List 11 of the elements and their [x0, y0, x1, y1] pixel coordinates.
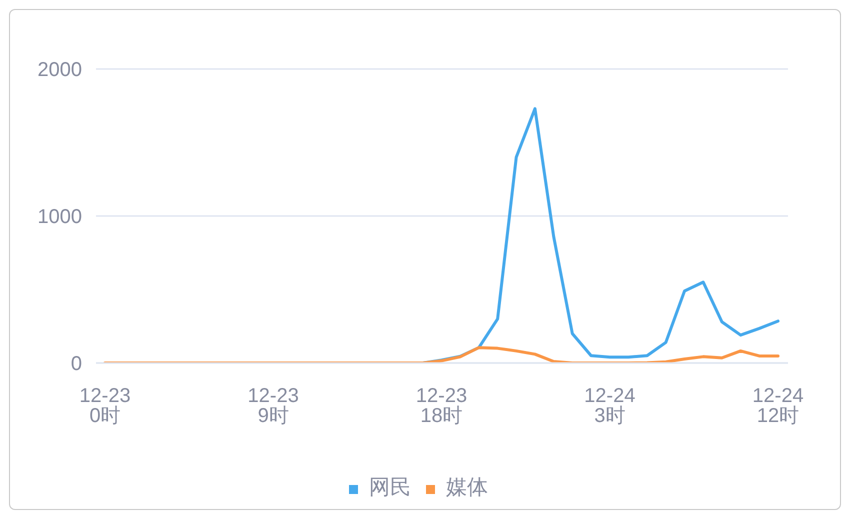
x-tick-label: 12-23 18时: [416, 385, 468, 427]
line-series: [104, 346, 780, 363]
legend-label: 网民: [369, 476, 411, 499]
y-tick-label: 1000: [38, 206, 82, 228]
x-tick-label: 12-24 12时: [752, 385, 804, 427]
x-tick-label: 12-23 0时: [79, 385, 131, 427]
x-tick-label: 12-23 9时: [248, 385, 299, 427]
y-tick-label: 0: [70, 353, 82, 376]
legend-label: 媒体: [446, 476, 488, 499]
x-tick-label: 12-24 3时: [584, 385, 636, 427]
y-tick-label: 2000: [38, 59, 82, 82]
